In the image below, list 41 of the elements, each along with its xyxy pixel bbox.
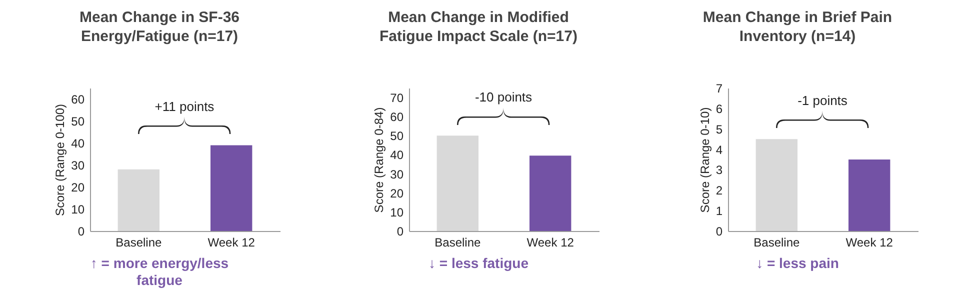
x-tick-label: Baseline [115, 236, 162, 250]
x-tick-label: Week 12 [845, 236, 893, 250]
y-tick-label: 30 [70, 158, 84, 172]
y-tick-label: 20 [390, 186, 404, 200]
y-tick-label: 7 [715, 82, 722, 96]
y-tick-label: 50 [70, 114, 84, 128]
y-tick-label: 20 [70, 180, 84, 194]
chart-title: Mean Change in Brief Pain Inventory (n=14) [702, 8, 894, 47]
text: ↓ = less pain [755, 255, 840, 272]
chart-title: Mean Change in SF-36 Energy/Fatigue (n=17) [78, 8, 241, 47]
y-tick-label: 3 [715, 163, 722, 178]
y-tick-label: 60 [70, 92, 84, 106]
y-tick-label: 4 [715, 142, 722, 157]
y-axis-title: Score (Range 0-84) [372, 107, 386, 213]
y-tick-label: 2 [715, 184, 722, 198]
text: ↓ = less fatigue [428, 255, 530, 272]
chart-title: Mean Change in Modified Fatigue Impact Scale (n=17) [378, 8, 578, 47]
x-tick-label: Week 12 [526, 236, 574, 250]
y-tick-label: 0 [396, 224, 404, 238]
x-tick-label: Week 12 [207, 236, 255, 250]
y-tick-label: 50 [390, 129, 404, 144]
y-tick-label: 5 [715, 122, 722, 136]
y-tick-label: 70 [390, 91, 404, 106]
y-tick-label: 0 [715, 224, 722, 238]
y-tick-label: 10 [70, 202, 84, 216]
text: ↑ = more energy/less fatigue [89, 255, 230, 289]
annotation: -1 points [798, 93, 848, 108]
y-tick-label: 10 [390, 205, 404, 220]
y-tick-label: 30 [390, 167, 404, 182]
annotation: +11 points [154, 99, 215, 114]
y-tick-label: 1 [715, 204, 722, 218]
x-tick-label: Baseline [434, 236, 480, 250]
y-tick-label: 0 [77, 224, 84, 238]
y-tick-label: 40 [70, 136, 84, 150]
x-tick-label: Baseline [753, 236, 800, 250]
y-tick-label: 60 [390, 110, 404, 124]
y-tick-label: 6 [715, 102, 722, 116]
y-axis-title: Score (Range 0-10) [697, 107, 712, 213]
annotation: -10 points [474, 90, 533, 105]
y-tick-label: 40 [390, 148, 404, 162]
y-axis-title: Score (Range 0-100) [52, 104, 67, 216]
